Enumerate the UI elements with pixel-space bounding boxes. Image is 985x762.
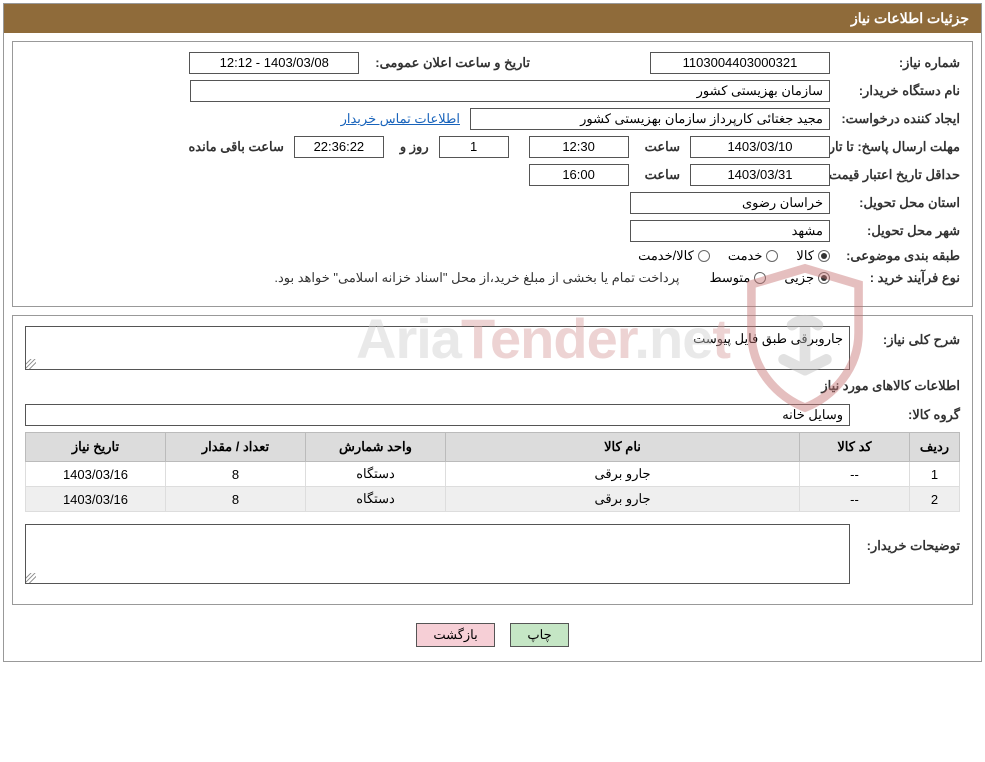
price-valid-date-value: 1403/03/31 — [690, 164, 830, 186]
buyer-note-label: توضیحات خریدار: — [850, 524, 960, 554]
row-reply-deadline: مهلت ارسال پاسخ: تا تاریخ: 1403/03/10 سا… — [25, 136, 960, 158]
time-label-2: ساعت — [639, 167, 680, 183]
category-radios: کالا خدمت کالا/خدمت — [638, 248, 830, 264]
cell: دستگاه — [306, 462, 446, 487]
resize-handle-icon[interactable] — [26, 359, 36, 369]
col-date: تاریخ نیاز — [26, 433, 166, 462]
radio-goods-service-label: کالا/خدمت — [638, 248, 694, 264]
row-price-valid: حداقل تاریخ اعتبار قیمت: تا تاریخ: 1403/… — [25, 164, 960, 186]
days-and-label: روز و — [394, 139, 429, 155]
col-code: کد کالا — [800, 433, 910, 462]
cell: دستگاه — [306, 487, 446, 512]
cell: -- — [800, 462, 910, 487]
cell: 8 — [166, 462, 306, 487]
group-label: گروه کالا: — [850, 407, 960, 423]
cell: جارو برقی — [446, 462, 800, 487]
city-label: شهر محل تحویل: — [830, 223, 960, 239]
details-box: شماره نیاز: 1103004403000321 تاریخ و ساع… — [12, 41, 973, 307]
buyer-note-text[interactable] — [25, 524, 850, 584]
table-row: 1 -- جارو برقی دستگاه 8 1403/03/16 — [26, 462, 960, 487]
days-value: 1 — [439, 136, 509, 158]
row-requester: ایجاد کننده درخواست: مجید جغتائی کارپردا… — [25, 108, 960, 130]
category-label: طبقه بندی موضوعی: — [830, 248, 960, 264]
row-buyer-note: توضیحات خریدار: — [25, 524, 960, 584]
row-province: استان محل تحویل: خراسان رضوی — [25, 192, 960, 214]
reply-time-value: 12:30 — [529, 136, 629, 158]
time-label-1: ساعت — [639, 139, 680, 155]
need-desc-text[interactable]: جاروبرقی طبق فایل پیوست — [25, 326, 850, 370]
radio-minor[interactable]: جزیی — [784, 270, 830, 286]
back-button[interactable]: بازگشت — [416, 623, 494, 647]
radio-dot-icon — [754, 272, 766, 284]
resize-handle-icon[interactable] — [26, 573, 36, 583]
buyer-org-label: نام دستگاه خریدار: — [830, 83, 960, 99]
table-header-row: ردیف کد کالا نام کالا واحد شمارش تعداد /… — [26, 433, 960, 462]
items-box: شرح کلی نیاز: جاروبرقی طبق فایل پیوست اط… — [12, 315, 973, 605]
need-desc-label: شرح کلی نیاز: — [850, 326, 960, 348]
reply-deadline-label: مهلت ارسال پاسخ: تا تاریخ: — [830, 139, 960, 155]
page-frame: جزئیات اطلاعات نیاز شماره نیاز: 11030044… — [3, 3, 982, 662]
page-title-bar: جزئیات اطلاعات نیاز — [4, 4, 981, 33]
cell: 1403/03/16 — [26, 487, 166, 512]
radio-dot-icon — [698, 250, 710, 262]
province-value: خراسان رضوی — [630, 192, 830, 214]
radio-medium-label: متوسط — [709, 270, 750, 286]
col-qty: تعداد / مقدار — [166, 433, 306, 462]
price-valid-time-value: 16:00 — [529, 164, 629, 186]
radio-minor-label: جزیی — [784, 270, 814, 286]
row-category: طبقه بندی موضوعی: کالا خدمت کالا/خدمت — [25, 248, 960, 264]
page-title: جزئیات اطلاعات نیاز — [851, 10, 969, 26]
print-button[interactable]: چاپ — [510, 623, 568, 647]
need-no-value: 1103004403000321 — [650, 52, 830, 74]
buyer-org-value: سازمان بهزیستی کشور — [190, 80, 830, 102]
col-unit: واحد شمارش — [306, 433, 446, 462]
cell: -- — [800, 487, 910, 512]
city-value: مشهد — [630, 220, 830, 242]
cell: 8 — [166, 487, 306, 512]
cell: 1 — [910, 462, 960, 487]
treasury-note: پرداخت تمام یا بخشی از مبلغ خرید،از محل … — [268, 270, 679, 286]
row-city: شهر محل تحویل: مشهد — [25, 220, 960, 242]
content-area: شماره نیاز: 1103004403000321 تاریخ و ساع… — [4, 33, 981, 661]
requester-value: مجید جغتائی کارپرداز سازمان بهزیستی کشور — [470, 108, 830, 130]
purchase-type-radios: جزیی متوسط — [709, 270, 830, 286]
table-row: 2 -- جارو برقی دستگاه 8 1403/03/16 — [26, 487, 960, 512]
radio-dot-icon — [766, 250, 778, 262]
radio-dot-icon — [818, 250, 830, 262]
remaining-time-value: 22:36:22 — [294, 136, 384, 158]
button-bar: چاپ بازگشت — [12, 613, 973, 653]
cell: جارو برقی — [446, 487, 800, 512]
col-name: نام کالا — [446, 433, 800, 462]
purchase-type-label: نوع فرآیند خرید : — [830, 270, 960, 286]
row-group: گروه کالا: وسایل خانه — [25, 404, 960, 426]
radio-service-label: خدمت — [728, 248, 763, 264]
items-table: ردیف کد کالا نام کالا واحد شمارش تعداد /… — [25, 432, 960, 512]
items-title: اطلاعات کالاهای مورد نیاز — [25, 378, 960, 394]
row-buyer-org: نام دستگاه خریدار: سازمان بهزیستی کشور — [25, 80, 960, 102]
radio-dot-icon — [818, 272, 830, 284]
requester-label: ایجاد کننده درخواست: — [830, 111, 960, 127]
row-need-no: شماره نیاز: 1103004403000321 تاریخ و ساع… — [25, 52, 960, 74]
cell: 1403/03/16 — [26, 462, 166, 487]
row-purchase-type: نوع فرآیند خرید : جزیی متوسط پرداخت تمام… — [25, 270, 960, 286]
remaining-label: ساعت باقی مانده — [182, 139, 283, 155]
radio-goods-service[interactable]: کالا/خدمت — [638, 248, 710, 264]
radio-medium[interactable]: متوسط — [709, 270, 766, 286]
need-no-label: شماره نیاز: — [830, 55, 960, 71]
radio-goods[interactable]: کالا — [796, 248, 830, 264]
row-need-desc: شرح کلی نیاز: جاروبرقی طبق فایل پیوست — [25, 326, 960, 370]
radio-goods-label: کالا — [796, 248, 814, 264]
announce-label: تاریخ و ساعت اعلان عمومی: — [369, 55, 530, 71]
contact-link[interactable]: اطلاعات تماس خریدار — [341, 111, 460, 127]
group-value: وسایل خانه — [25, 404, 850, 426]
col-row: ردیف — [910, 433, 960, 462]
announce-value: 1403/03/08 - 12:12 — [189, 52, 359, 74]
cell: 2 — [910, 487, 960, 512]
reply-date-value: 1403/03/10 — [690, 136, 830, 158]
province-label: استان محل تحویل: — [830, 195, 960, 211]
radio-service[interactable]: خدمت — [728, 248, 779, 264]
